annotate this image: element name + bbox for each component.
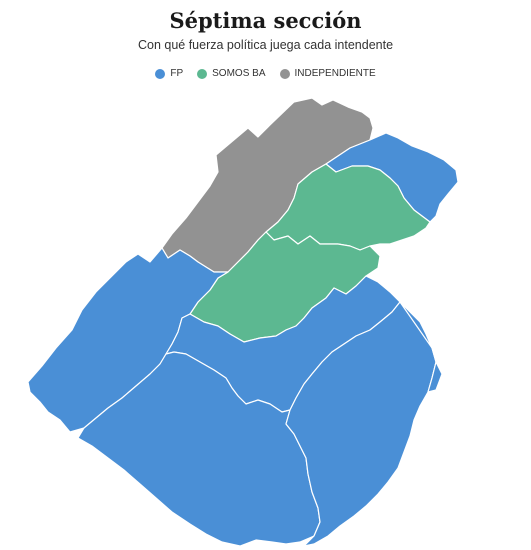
map-subtitle: Con qué fuerza política juega cada inten… <box>137 38 394 52</box>
legend: FP SOMOS BA INDEPENDIENTE <box>0 68 531 79</box>
legend-label-fp: FP <box>170 68 184 79</box>
legend-item-independiente: INDEPENDIENTE <box>279 68 376 79</box>
district-fp-southeast[interactable] <box>285 301 437 547</box>
legend-item-fp: FP <box>155 68 183 79</box>
legend-swatch-somos-ba <box>197 68 208 79</box>
legend-label-somos-ba: SOMOS BA <box>212 68 266 79</box>
map-title: Séptima sección <box>169 8 362 33</box>
legend-label-independiente: INDEPENDIENTE <box>294 68 376 79</box>
legend-swatch-independiente <box>279 68 290 79</box>
district-fp-east[interactable] <box>399 301 443 393</box>
legend-item-somos-ba: SOMOS BA <box>197 68 266 79</box>
legend-swatch-fp <box>155 68 166 79</box>
